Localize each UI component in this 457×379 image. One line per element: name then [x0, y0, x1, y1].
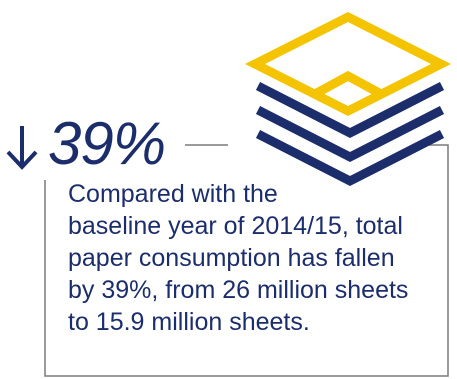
- description-line: Compared with the: [68, 180, 278, 208]
- description-line: to 15.9 million sheets.: [68, 308, 310, 336]
- down-arrow-icon: [6, 126, 38, 170]
- top-sheet-icon: [245, 11, 451, 117]
- description-text: Compared with the baseline year of 2014/…: [68, 178, 448, 338]
- stat-value: 39%: [48, 110, 166, 177]
- description-line: by 39%, from 26 million sheets: [68, 276, 409, 304]
- description-line: baseline year of 2014/15, total: [68, 212, 403, 240]
- stat-block: 39%: [0, 110, 166, 182]
- paper-stack-lines: [255, 81, 445, 187]
- description-line: paper consumption has fallen: [68, 244, 395, 272]
